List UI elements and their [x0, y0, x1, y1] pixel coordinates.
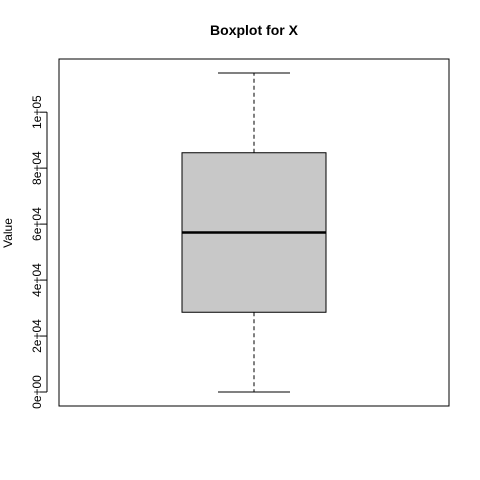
y-tick-label-0: 0e+00 [30, 375, 44, 409]
y-tick-label-4: 8e+04 [30, 151, 44, 185]
y-tick-label-3: 6e+04 [30, 207, 44, 241]
y-tick-label-5: 1e+05 [30, 95, 44, 129]
chart-title: Boxplot for X [210, 22, 299, 38]
y-tick-label-2: 4e+04 [30, 263, 44, 297]
plot-frame [58, 58, 450, 407]
box-group [181, 72, 327, 393]
y-axis: 0e+00 2e+04 4e+04 6e+04 8e+04 1e+05 [30, 95, 48, 409]
y-tick-label-1: 2e+04 [30, 319, 44, 353]
y-axis-label: Value [1, 218, 15, 248]
